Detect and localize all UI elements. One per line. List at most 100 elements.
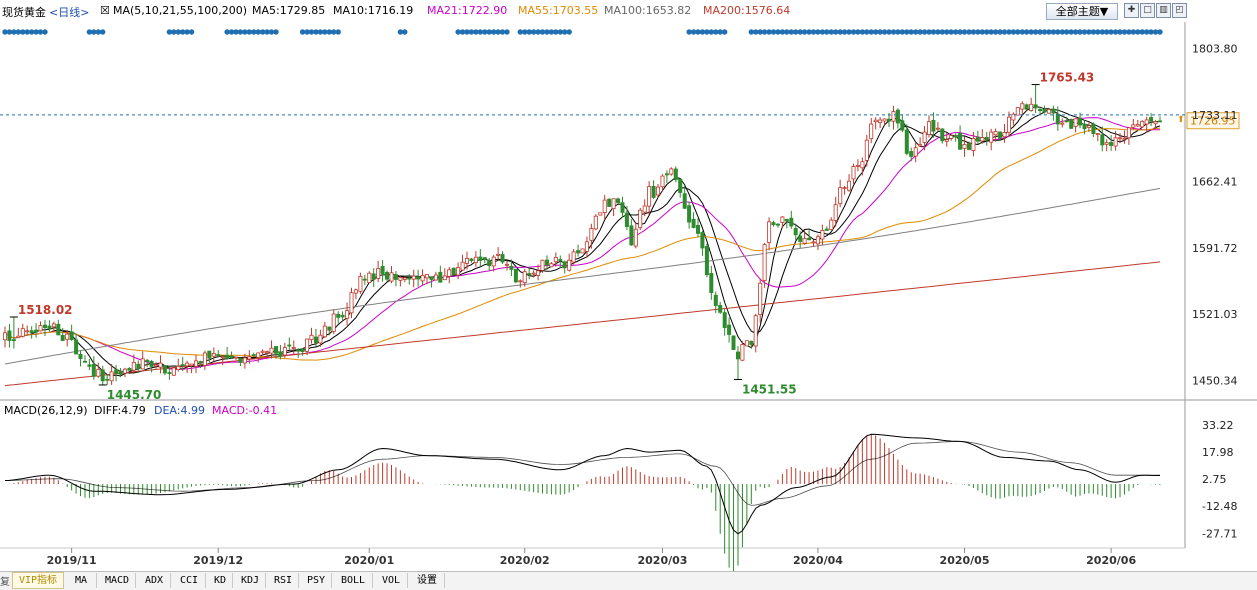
tab-kd[interactable]: KD <box>208 573 233 588</box>
candle <box>100 369 105 382</box>
candle <box>358 275 363 292</box>
signal-dot <box>242 29 248 35</box>
signal-dot <box>979 29 985 35</box>
candle <box>3 332 8 341</box>
candle <box>118 370 123 375</box>
candle <box>571 251 576 263</box>
candle <box>767 221 772 243</box>
tab-vip[interactable]: VIP指标 <box>12 572 64 589</box>
signal-dot <box>833 29 839 35</box>
tab-ma[interactable]: MA <box>66 573 97 588</box>
theme-selector-button[interactable]: 全部主题▼ <box>1046 3 1118 20</box>
signal-dot <box>37 29 44 35</box>
candle <box>731 335 736 350</box>
candle <box>131 361 136 371</box>
candle <box>180 364 185 367</box>
candle <box>384 271 389 280</box>
candle <box>220 356 225 359</box>
candlestick-chart[interactable]: ⬆ 1726.95 1803.80 1733.11 1662.41 1591.72 1521… <box>0 0 1257 571</box>
candle <box>1104 142 1109 145</box>
signal-dot <box>864 29 870 35</box>
signal-dot <box>917 29 923 35</box>
signal-dot <box>957 29 963 35</box>
candle <box>616 198 621 204</box>
candle <box>136 363 141 370</box>
tab-boll[interactable]: BOLL <box>334 573 373 588</box>
candle <box>900 120 905 131</box>
signal-dot <box>992 29 999 35</box>
candle <box>1095 133 1100 136</box>
candle <box>229 355 234 358</box>
signal-dot <box>1064 29 1070 35</box>
period-selector[interactable]: <日线> <box>49 6 90 19</box>
signal-dot <box>988 29 994 35</box>
macd-header-0: MACD(26,12,9) <box>4 404 88 417</box>
candle <box>664 173 669 176</box>
signal-dot <box>775 29 781 35</box>
tab-macd[interactable]: MACD <box>99 573 136 588</box>
candle <box>78 353 83 359</box>
tab-kdj[interactable]: KDJ <box>235 573 266 588</box>
candle <box>122 368 127 374</box>
tab-vol[interactable]: VOL <box>375 573 408 588</box>
tab-settings[interactable]: 设置 <box>410 573 445 588</box>
chart-header: 现货黄金 <日线> ☒ MA(5,10,21,55,100,200) MA5:1… <box>0 0 1257 22</box>
signal-dot <box>690 29 697 35</box>
candle <box>620 202 625 213</box>
candle <box>793 227 798 236</box>
candle <box>91 363 96 377</box>
signal-dot <box>402 29 408 35</box>
symbol-name: 现货黄金 <box>2 6 46 19</box>
candle <box>265 351 270 354</box>
signal-dot <box>717 29 723 35</box>
signal-dot <box>1135 29 1141 35</box>
signal-dot <box>944 29 950 35</box>
candle <box>273 346 278 354</box>
tab-cci[interactable]: CCI <box>173 573 206 588</box>
macd-y-tick-label: 33.22 <box>1202 419 1234 432</box>
signal-dot <box>806 29 812 35</box>
signal-dot <box>455 29 461 35</box>
candle <box>838 187 843 205</box>
y-tick-label: 1662.41 <box>1192 175 1238 188</box>
signal-dot <box>1130 29 1137 35</box>
signal-dot <box>100 29 106 35</box>
candle <box>429 276 434 280</box>
candle <box>74 339 79 355</box>
grid-icon[interactable]: ▥ <box>1156 3 1171 18</box>
signal-dot <box>895 29 901 35</box>
left-edge-glyph: 复 <box>0 577 10 588</box>
window-icon[interactable]: □ <box>1140 3 1155 18</box>
signal-dot <box>753 29 759 35</box>
ma-line-ma100 <box>4 187 1161 365</box>
candle <box>500 254 505 263</box>
signal-dot <box>1121 29 1128 35</box>
signal-dot <box>1046 29 1052 35</box>
signal-dot <box>477 29 483 35</box>
signal-dot <box>304 29 310 35</box>
signal-dot <box>748 29 754 35</box>
candle <box>256 352 261 358</box>
tab-adx[interactable]: ADX <box>138 573 171 588</box>
candle <box>371 273 376 280</box>
signal-dot <box>91 29 97 35</box>
signal-dot <box>1037 29 1043 35</box>
expand-icon[interactable]: ◰ <box>1172 3 1187 18</box>
signal-dot <box>326 29 332 35</box>
signal-dot <box>1059 29 1066 35</box>
indicator-toggle-icon[interactable]: ☒ <box>100 4 110 17</box>
signal-dot <box>1041 29 1048 35</box>
zoom-icon[interactable]: ✚ <box>1124 3 1139 18</box>
candle <box>469 258 474 262</box>
signal-dot <box>1023 29 1030 35</box>
candle <box>1158 120 1163 123</box>
candle <box>824 228 829 231</box>
candle <box>869 123 874 140</box>
tab-rsi[interactable]: RSI <box>268 573 299 588</box>
candle <box>789 217 794 227</box>
signal-dot <box>33 29 39 35</box>
tab-psy[interactable]: PSY <box>301 573 332 588</box>
candle <box>540 259 545 271</box>
candle <box>860 161 865 169</box>
ma10-value: MA10:1716.19 <box>333 4 414 17</box>
